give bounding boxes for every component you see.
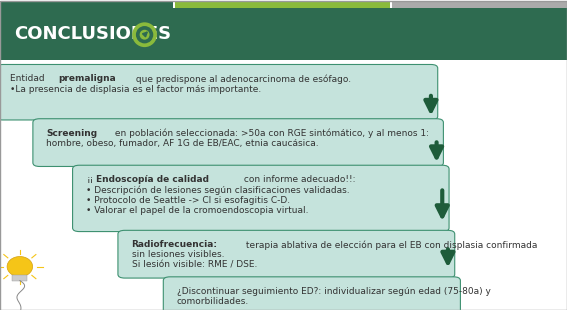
Text: Screening: Screening: [46, 129, 98, 138]
FancyBboxPatch shape: [12, 275, 27, 281]
FancyBboxPatch shape: [392, 1, 567, 8]
FancyBboxPatch shape: [175, 1, 390, 8]
FancyBboxPatch shape: [73, 165, 449, 232]
Ellipse shape: [139, 30, 150, 40]
Text: Radiofrecuencia:: Radiofrecuencia:: [132, 240, 218, 249]
Text: Si lesión visible: RME / DSE.: Si lesión visible: RME / DSE.: [132, 261, 257, 270]
Text: ¿Discontinuar seguimiento ED?: individualizar según edad (75-80a) y: ¿Discontinuar seguimiento ED?: individua…: [177, 287, 491, 296]
Text: Entidad: Entidad: [10, 74, 47, 83]
FancyBboxPatch shape: [163, 277, 460, 310]
Text: ¡¡: ¡¡: [86, 175, 94, 184]
Text: terapia ablativa de elección para el EB con displasia confirmada: terapia ablativa de elección para el EB …: [243, 240, 537, 250]
Text: •La presencia de displasia es el factor más importante.: •La presencia de displasia es el factor …: [10, 85, 261, 94]
Text: • Descripción de lesiones según clasificaciones validadas.: • Descripción de lesiones según clasific…: [86, 185, 350, 195]
Text: Endoscopía de calidad: Endoscopía de calidad: [95, 175, 209, 184]
Text: comorbilidades.: comorbilidades.: [177, 297, 249, 306]
Text: sin lesiones visibles.: sin lesiones visibles.: [132, 250, 224, 259]
Text: premaligna: premaligna: [58, 74, 116, 83]
Text: con informe adecuado!!:: con informe adecuado!!:: [242, 175, 356, 184]
FancyBboxPatch shape: [0, 1, 173, 8]
Ellipse shape: [132, 22, 157, 47]
Ellipse shape: [136, 26, 153, 43]
Text: CONCLUSIONES: CONCLUSIONES: [14, 25, 171, 43]
Text: en población seleccionada: >50a con RGE sintómático, y al menos 1:: en población seleccionada: >50a con RGE …: [112, 129, 429, 138]
Text: • Protocolo de Seattle -> CI si esofagitis C-D.: • Protocolo de Seattle -> CI si esofagit…: [86, 196, 290, 205]
Text: • Valorar el papel de la cromoendoscopia virtual.: • Valorar el papel de la cromoendoscopia…: [86, 206, 308, 215]
FancyBboxPatch shape: [0, 64, 438, 120]
FancyBboxPatch shape: [118, 230, 455, 278]
FancyBboxPatch shape: [0, 8, 567, 60]
Text: que predispone al adenocarcinoma de esófago.: que predispone al adenocarcinoma de esóf…: [133, 74, 350, 84]
Text: hombre, obeso, fumador, AF 1G de EB/EAC, etnia caucásica.: hombre, obeso, fumador, AF 1G de EB/EAC,…: [46, 139, 319, 148]
Ellipse shape: [7, 257, 33, 277]
FancyBboxPatch shape: [33, 119, 443, 166]
